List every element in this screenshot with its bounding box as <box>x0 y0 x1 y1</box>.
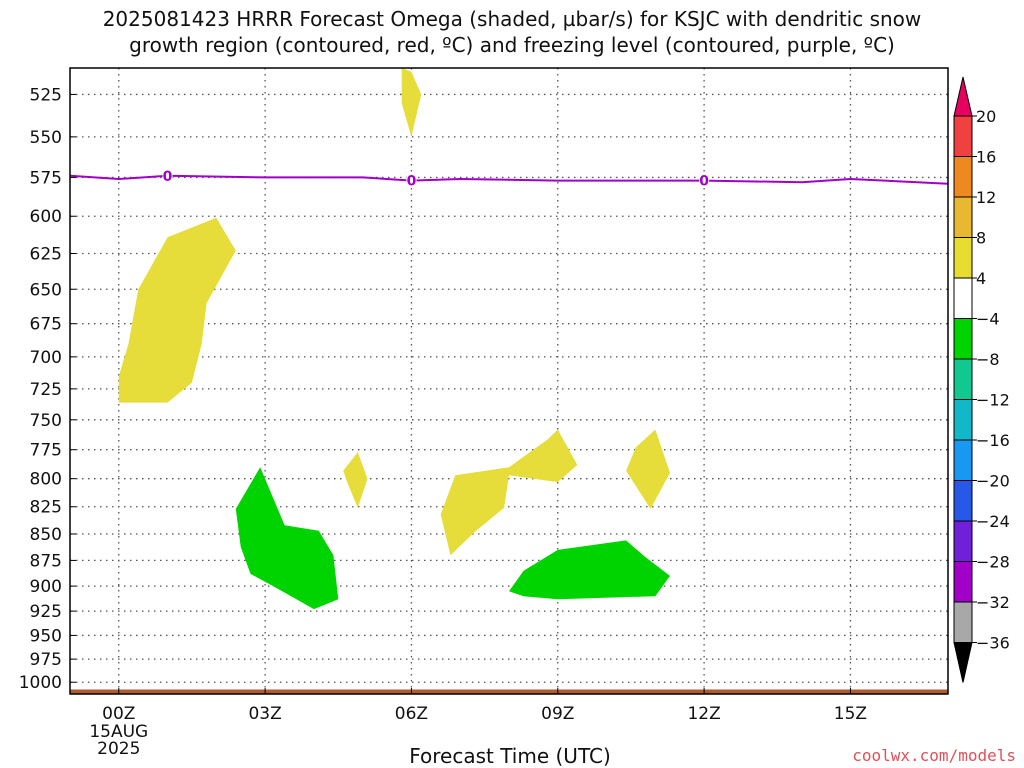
y-tick-label: 775 <box>30 441 62 461</box>
colorbar-label: −20 <box>976 472 1010 491</box>
colorbar-swatch <box>953 601 973 643</box>
x-tick-label: 15Z <box>834 704 867 724</box>
colorbar-swatch <box>953 520 973 562</box>
colorbar-swatch <box>953 439 973 481</box>
freezing-level: 0 0 0 <box>70 167 948 190</box>
colorbar-label: −16 <box>976 431 1010 450</box>
colorbar-label: −8 <box>976 350 1000 369</box>
y-tick-label: 825 <box>30 498 62 518</box>
colorbar-label: −36 <box>976 634 1010 653</box>
colorbar-swatch <box>953 318 973 360</box>
omega-regions <box>118 68 670 610</box>
omega-region-green <box>235 467 339 610</box>
colorbar-label: −24 <box>976 512 1010 531</box>
y-tick-label: 925 <box>30 602 62 622</box>
freezing-level-label: 0 <box>699 174 709 190</box>
colorbar-swatch <box>953 115 973 157</box>
colorbar-label: 12 <box>976 188 996 207</box>
colorbar-top-arrow <box>953 76 973 117</box>
x-tick-label: 09Z <box>541 704 574 724</box>
y-tick-label: 550 <box>30 128 62 148</box>
colorbar-swatch <box>953 237 973 279</box>
colorbar-swatch <box>953 156 973 198</box>
plot-frame <box>69 67 949 695</box>
colorbar-label: 8 <box>976 229 986 248</box>
y-tick-label: 875 <box>30 551 62 571</box>
y-tick-label: 800 <box>30 470 62 490</box>
y-tick-label: 625 <box>30 244 62 264</box>
omega-region-green <box>509 540 670 600</box>
y-tick-label: 975 <box>30 650 62 670</box>
plot-background <box>70 68 948 694</box>
surface-band-rect <box>70 689 948 694</box>
freezing-level-label: 0 <box>163 169 173 185</box>
colorbar-label: 4 <box>976 269 986 288</box>
colorbar-label: 20 <box>976 107 996 126</box>
y-ticks: 525 550 575 600 625 650 675 700 725 750 775 800 825 8… <box>19 85 76 693</box>
colorbar-swatch <box>953 358 973 400</box>
title-line-1: 2025081423 HRRR Forecast Omega (shaded, … <box>102 7 922 31</box>
omega-region-yellow <box>343 452 368 508</box>
y-tick-label: 850 <box>30 525 62 545</box>
colorbar-label: −4 <box>976 310 1000 329</box>
colorbar-label: −12 <box>976 391 1010 410</box>
y-tick-label: 650 <box>30 280 62 300</box>
colorbar-label: −32 <box>976 593 1010 612</box>
y-tick-label: 675 <box>30 315 62 335</box>
colorbar: 20 16 12 8 4 −4 −8 −12 −16 −20 −24 −28 −32 −36 <box>953 76 1010 683</box>
grid <box>70 68 948 694</box>
y-tick-label: 750 <box>30 411 62 431</box>
x-tick-sublabel: 15AUG <box>89 722 148 742</box>
freezing-level-label-bg <box>699 172 710 187</box>
omega-region-yellow <box>440 429 578 556</box>
colorbar-swatch <box>953 399 973 441</box>
colorbar-swatch <box>953 196 973 238</box>
colorbar-swatch <box>953 277 973 319</box>
title-line-2: growth region (contoured, red, ºC) and f… <box>129 33 895 57</box>
colorbar-label: −28 <box>976 553 1010 572</box>
omega-region-yellow <box>401 68 422 137</box>
y-tick-label: 575 <box>30 168 62 188</box>
surface-band <box>70 689 948 694</box>
colorbar-label: 16 <box>976 148 996 167</box>
y-tick-label: 700 <box>30 348 62 368</box>
x-axis-label: Forecast Time (UTC) <box>409 744 611 768</box>
x-tick-label: 12Z <box>687 704 720 724</box>
credit-link[interactable]: coolwx.com/models <box>852 746 1016 765</box>
y-tick-label: 525 <box>30 85 62 105</box>
colorbar-swatch <box>953 480 973 522</box>
colorbar-bottom-arrow <box>953 642 973 683</box>
freezing-level-label: 0 <box>407 174 417 190</box>
x-tick-label: 06Z <box>395 704 428 724</box>
x-tick-label: 03Z <box>248 704 281 724</box>
y-tick-label: 725 <box>30 380 62 400</box>
omega-region-yellow <box>118 217 236 403</box>
x-tick-sublabel: 2025 <box>97 739 140 759</box>
freezing-level-label-bg <box>162 167 173 182</box>
y-tick-label: 950 <box>30 626 62 646</box>
x-tick-label: 00Z <box>102 704 135 724</box>
colorbar-swatch <box>953 561 973 603</box>
omega-region-yellow <box>626 429 670 509</box>
freezing-level-label-bg <box>406 172 417 187</box>
y-tick-label: 600 <box>30 207 62 227</box>
y-tick-label: 1000 <box>19 673 62 693</box>
chart-title: 2025081423 HRRR Forecast Omega (shaded, … <box>0 6 1024 58</box>
y-tick-label: 900 <box>30 577 62 597</box>
